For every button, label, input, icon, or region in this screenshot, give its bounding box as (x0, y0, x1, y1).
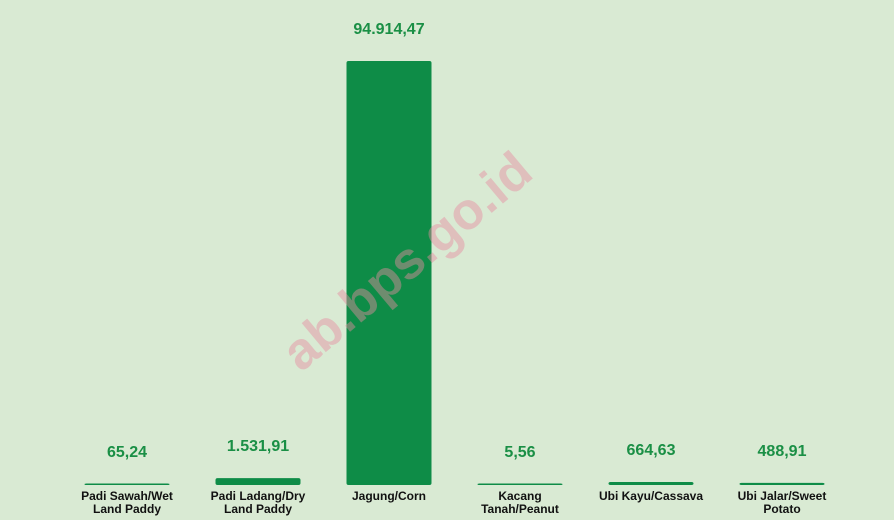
category-label: Padi Sawah/Wet Land Paddy (81, 489, 173, 516)
category-label: Ubi Jalar/Sweet Potato (737, 489, 827, 516)
value-label: 94.914,47 (353, 21, 425, 38)
value-label: 488,91 (757, 442, 807, 460)
value-label: 5,56 (504, 443, 536, 461)
category-label: Jagung/Corn (352, 489, 426, 503)
value-label: 664,63 (626, 442, 676, 460)
category-label: Kacang Tanah/Peanut (481, 489, 559, 516)
bar (477, 483, 563, 485)
bar (84, 483, 170, 485)
value-label: 1.531,91 (226, 438, 290, 456)
bar (739, 482, 825, 485)
bar (346, 61, 432, 485)
bar (215, 478, 301, 485)
category-label: Padi Ladang/Dry Land Paddy (210, 489, 306, 516)
value-label: 65,24 (106, 443, 148, 461)
category-label: Ubi Kayu/Cassava (598, 489, 704, 503)
bar (608, 482, 694, 485)
